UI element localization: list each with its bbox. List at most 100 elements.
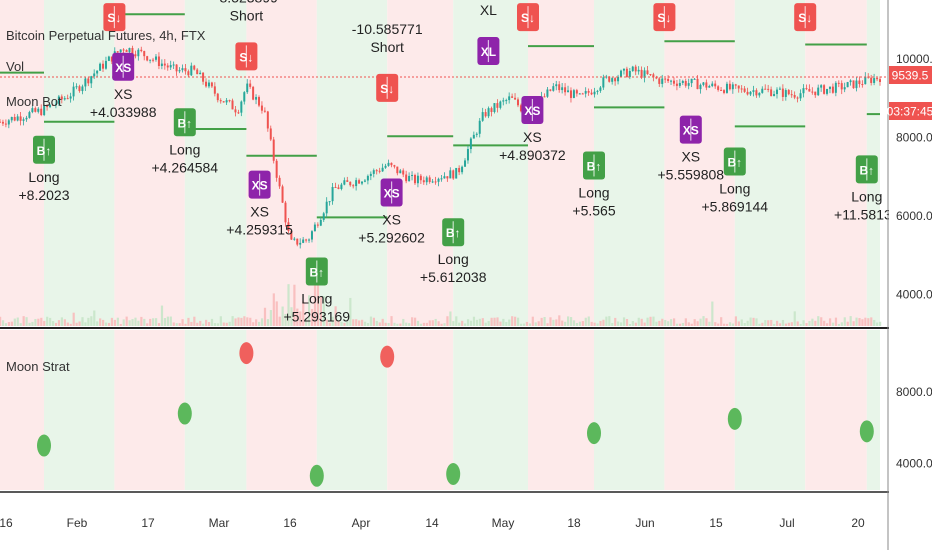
- volume-bar: [696, 321, 699, 326]
- volume-bar: [487, 321, 490, 326]
- candle-body: [37, 108, 40, 112]
- candle-body: [305, 239, 308, 241]
- candle-body: [213, 86, 216, 94]
- candle-body: [187, 71, 190, 76]
- signal-glyph: S↓: [380, 82, 394, 96]
- volume-bar: [390, 316, 393, 326]
- lower-regime-band: [316, 330, 388, 490]
- volume-bar: [93, 310, 96, 326]
- chart-title[interactable]: Bitcoin Perpetual Futures, 4h, FTX: [6, 28, 206, 43]
- candle-body: [831, 86, 834, 93]
- volume-bar: [402, 318, 405, 326]
- time-tick-label: Feb: [67, 516, 88, 530]
- volume-bar: [749, 317, 752, 326]
- candle-body: [717, 86, 720, 90]
- candle-body: [826, 88, 829, 94]
- volume-bar: [758, 323, 761, 326]
- candle-body: [705, 82, 708, 88]
- candle-body: [346, 180, 349, 182]
- volume-bar: [308, 295, 311, 326]
- volume-bar: [184, 323, 187, 326]
- volume-bar: [640, 318, 643, 326]
- candle-body: [514, 97, 517, 100]
- volume-bar: [110, 317, 114, 326]
- volume-bar: [546, 323, 549, 326]
- candle-body: [472, 134, 475, 139]
- volume-bar: [305, 317, 308, 326]
- signal-label: XS: [382, 211, 401, 227]
- candle-body: [361, 181, 364, 184]
- candle-body: [876, 78, 879, 80]
- lower-pane-title[interactable]: Moon Strat: [6, 359, 70, 374]
- candle-body: [684, 80, 687, 86]
- candle-body: [184, 68, 187, 72]
- volume-bar: [481, 318, 484, 326]
- regime-band: [316, 0, 388, 326]
- candle-body: [440, 178, 443, 180]
- volume-bar: [387, 323, 390, 326]
- candle-body: [163, 63, 166, 66]
- candle-body: [202, 72, 205, 82]
- candle-body: [770, 89, 773, 96]
- time-tick-label: 18: [567, 516, 581, 530]
- volume-bar: [714, 322, 717, 326]
- volume-bar: [675, 323, 679, 326]
- candle-body: [558, 84, 561, 91]
- candle-body: [334, 187, 337, 189]
- candle-body: [99, 63, 102, 71]
- candle-body: [837, 82, 840, 84]
- signal-label: XL: [480, 2, 497, 18]
- candle-body: [578, 93, 581, 95]
- volume-bar: [63, 319, 66, 326]
- volume-bar: [823, 320, 826, 326]
- candle-body: [723, 90, 726, 93]
- strategy-overlay-label[interactable]: Moon Bot: [6, 94, 62, 109]
- candle-body: [508, 96, 511, 101]
- candle-body: [296, 238, 299, 245]
- volume-bar: [349, 297, 352, 326]
- candle-body: [549, 89, 552, 91]
- volume-bar: [720, 317, 723, 326]
- volume-bar: [343, 322, 346, 326]
- volume-bar: [1, 320, 5, 326]
- candle-body: [408, 175, 411, 182]
- lower-pane-dots: [37, 342, 874, 487]
- candle-body: [431, 181, 434, 183]
- volume-bar: [140, 316, 143, 326]
- candle-body: [375, 170, 378, 172]
- volume-bar: [384, 322, 387, 326]
- volume-bar: [275, 301, 278, 326]
- candle-body: [502, 100, 505, 102]
- candle-body: [555, 84, 558, 87]
- volume-bar: [243, 316, 246, 326]
- candle-body: [384, 165, 387, 168]
- volume-bar: [205, 319, 208, 326]
- candle-body: [849, 80, 852, 83]
- candle-body: [355, 180, 358, 187]
- candle-body: [778, 88, 781, 90]
- price-axis-panel[interactable]: [889, 0, 932, 550]
- signal-glyph: B↑: [859, 163, 874, 177]
- signal-glyph: S↓: [107, 11, 121, 25]
- signal-glyph: XS: [252, 179, 268, 193]
- volume-bar: [461, 320, 464, 326]
- volume-bar: [617, 321, 620, 326]
- volume-bar: [425, 322, 428, 326]
- volume-bar: [422, 322, 426, 326]
- signal-glyph: XS: [683, 124, 699, 138]
- candle-body: [122, 49, 125, 51]
- candle-body: [561, 87, 564, 91]
- candle-body: [787, 90, 790, 95]
- volume-bar: [790, 322, 793, 326]
- volume-bar: [302, 301, 305, 326]
- candle-body: [564, 87, 567, 93]
- candle-body: [720, 89, 723, 91]
- candle-body: [263, 110, 266, 112]
- signal-dot: [177, 402, 192, 425]
- volume-bar: [681, 322, 685, 326]
- signal-pnl-value: +8.2023: [19, 187, 70, 203]
- volume-indicator-label[interactable]: Vol: [6, 59, 24, 74]
- volume-bar: [361, 319, 364, 326]
- volume-bar: [408, 323, 411, 326]
